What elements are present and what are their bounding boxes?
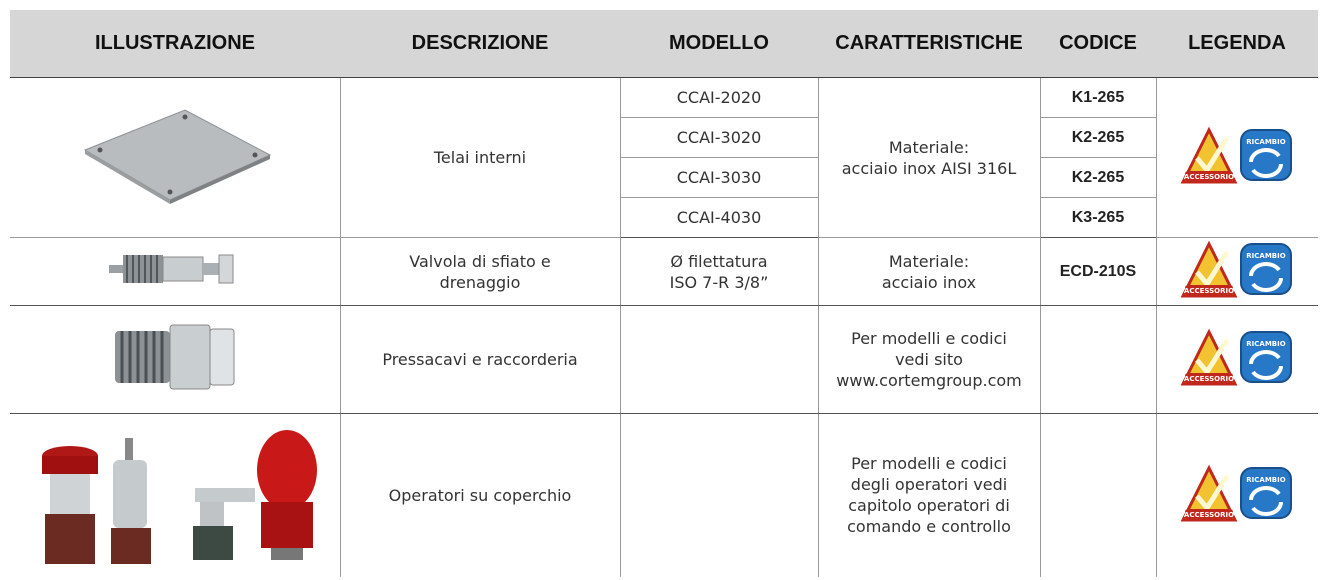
legend-icons: ACCESSORIO RICAMBIO xyxy=(1180,464,1293,522)
valve-image xyxy=(108,254,234,284)
product-table: ILLUSTRAZIONE DESCRIZIONE MODELLO CARATT… xyxy=(10,10,1318,577)
text-line: acciaio inox xyxy=(881,272,977,292)
header-cell: CODICE xyxy=(1040,10,1156,78)
header-row: ILLUSTRAZIONE DESCRIZIONE MODELLO CARATT… xyxy=(10,10,1318,78)
gland-image xyxy=(114,324,235,390)
accessory-badge xyxy=(1180,328,1238,386)
header-cell: ILLUSTRAZIONE xyxy=(10,10,340,78)
legend-icons: ACCESSORIO RICAMBIO xyxy=(1180,240,1293,298)
check-mark xyxy=(1195,474,1230,513)
accessory-badge xyxy=(1180,240,1238,298)
accessory-band xyxy=(1185,373,1234,383)
model xyxy=(619,413,819,577)
description: Telai interni xyxy=(339,77,621,238)
model: Ø filettatura ISO 7-R 3/8” xyxy=(619,237,819,306)
legend: ACCESSORIO RICAMBIO xyxy=(1155,77,1318,238)
code xyxy=(1039,305,1157,414)
header-cell: MODELLO xyxy=(620,10,818,78)
text-line: Per modelli e codici xyxy=(851,329,1007,348)
accessory-label: ACCESSORIO xyxy=(1184,287,1234,295)
text-line: Per modelli e codici xyxy=(851,454,1007,474)
model: CCAI-2020 xyxy=(619,77,819,118)
legend: ACCESSORIO RICAMBIO xyxy=(1155,237,1318,306)
text-line: comando e controllo xyxy=(847,517,1011,537)
accessory-band xyxy=(1185,171,1234,181)
code: K3-265 xyxy=(1039,197,1157,238)
check-mark xyxy=(1195,136,1230,175)
model: CCAI-3020 xyxy=(619,117,819,158)
accessory-badge xyxy=(1180,464,1238,522)
model: CCAI-3030 xyxy=(619,157,819,198)
illustration xyxy=(10,413,341,577)
refresh-arrows xyxy=(1249,147,1284,179)
text-line: Operatori su coperchio xyxy=(388,485,572,505)
illustration xyxy=(10,305,341,414)
text-line: drenaggio xyxy=(439,272,521,292)
row: Telai interni CCAI-2020 Materiale: acciai… xyxy=(10,77,1318,238)
text-line: vedi sito xyxy=(895,350,963,369)
check-mark xyxy=(1195,338,1230,377)
refresh-arrows xyxy=(1249,261,1284,293)
header-cell: DESCRIZIONE xyxy=(340,10,620,78)
accessory-label: ACCESSORIO xyxy=(1184,375,1234,383)
spare-label: RICAMBIO xyxy=(1247,252,1286,260)
row: Operatori su coperchio Per modelli e cod… xyxy=(10,413,1318,577)
accessory-band xyxy=(1185,285,1234,295)
features: Materiale: acciaio inox AISI 316L xyxy=(817,77,1041,238)
description: Valvola di sfiato e drenaggio xyxy=(339,237,621,306)
text-line: Valvola di sfiato e xyxy=(409,251,551,271)
legend-icons: ACCESSORIO RICAMBIO xyxy=(1180,328,1293,386)
row: CCAI-4030 K3-265 xyxy=(10,197,1318,238)
code: K2-265 xyxy=(1039,117,1157,158)
refresh-arrows xyxy=(1249,349,1284,381)
header-cell: LEGENDA xyxy=(1156,10,1318,78)
features: Per modelli e codici vedi sito www.cortemg… xyxy=(817,305,1041,414)
code: K2-265 xyxy=(1039,157,1157,198)
refresh-arrows xyxy=(1249,485,1284,516)
plate-image xyxy=(83,109,271,204)
description: Operatori su coperchio xyxy=(339,413,621,577)
text-line: Pressacavi e raccorderia xyxy=(382,350,578,369)
text-line: degli operatori vedi xyxy=(850,475,1008,495)
legend: ACCESSORIO RICAMBIO xyxy=(1155,305,1318,414)
operators-image xyxy=(41,429,317,564)
row: Valvola di sfiato e drenaggio Ø filettatu… xyxy=(10,237,1318,306)
model: CCAI-4030 xyxy=(619,197,819,238)
accessory-badge xyxy=(1180,126,1238,184)
text-line: Telai interni xyxy=(433,148,527,167)
accessory-band xyxy=(1185,508,1234,519)
spare-label: RICAMBIO xyxy=(1247,476,1286,484)
text-line: acciaio inox AISI 316L xyxy=(841,158,1017,178)
text-line: ISO 7-R 3/8” xyxy=(669,272,769,292)
illustration xyxy=(10,77,341,238)
accessory-label: ACCESSORIO xyxy=(1184,173,1234,181)
text-line: www.cortemgroup.com xyxy=(836,371,1022,390)
code: ECD-210S xyxy=(1039,237,1157,306)
check-mark xyxy=(1195,250,1230,289)
text-line: Materiale: xyxy=(888,251,970,271)
description: Pressacavi e raccorderia xyxy=(339,305,621,414)
text-line: capitolo operatori di xyxy=(848,496,1010,516)
code xyxy=(1039,413,1157,577)
header-cell: CARATTERISTICHE xyxy=(818,10,1040,78)
spare-label: RICAMBIO xyxy=(1247,340,1286,348)
row: Pressacavi e raccorderia Per modelli e c… xyxy=(10,305,1318,414)
illustration xyxy=(10,237,341,306)
accessory-label: ACCESSORIO xyxy=(1184,511,1234,519)
legend: ACCESSORIO RICAMBIO xyxy=(1155,413,1318,577)
code: K1-265 xyxy=(1039,77,1157,118)
text-line: Materiale: xyxy=(888,137,970,157)
features: Per modelli e codici degli operatori vedi… xyxy=(817,413,1041,577)
model xyxy=(619,305,819,414)
spare-label: RICAMBIO xyxy=(1247,138,1286,146)
legend-icons: ACCESSORIO RICAMBIO xyxy=(1180,126,1293,184)
text-line: Ø filettatura xyxy=(670,251,768,271)
features: Materiale: acciaio inox xyxy=(817,237,1041,306)
